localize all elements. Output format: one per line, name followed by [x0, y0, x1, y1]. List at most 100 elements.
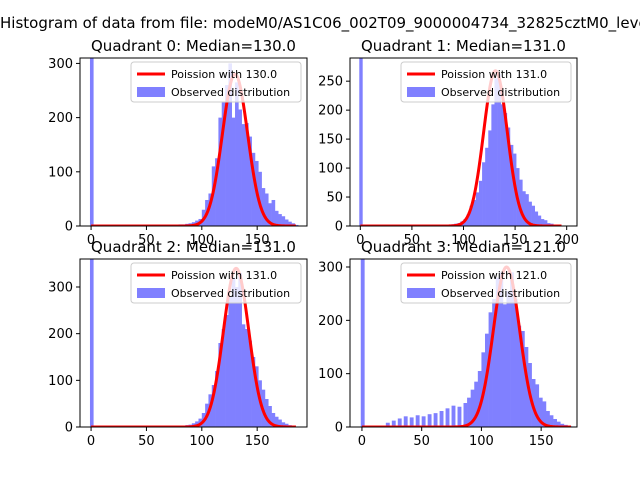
histogram-bar — [482, 162, 486, 226]
histogram-bar — [268, 203, 272, 226]
y-tick-label: 0 — [65, 421, 73, 436]
histogram-bar — [538, 397, 543, 427]
histogram-bar — [359, 58, 363, 226]
poisson-curve — [361, 265, 572, 427]
histogram-bar — [553, 419, 557, 427]
x-tick-label: 0 — [87, 434, 95, 449]
quadrant-1-plot-area — [359, 58, 563, 226]
y-tick-label: 0 — [335, 421, 343, 436]
histogram-bar — [531, 205, 535, 226]
histogram-bar — [495, 277, 500, 427]
histogram-bar — [488, 130, 492, 226]
histogram-bar — [397, 418, 402, 427]
histogram-bar — [215, 371, 219, 427]
legend-line-label: Poission with 131.0 — [171, 269, 277, 282]
histogram-bar — [534, 211, 539, 226]
histogram-bar — [421, 416, 426, 427]
x-tick-label: 100 — [189, 233, 214, 248]
histogram-bar — [522, 191, 526, 226]
histogram-bar — [556, 421, 561, 427]
histogram-bar — [264, 399, 269, 427]
histogram-bar — [238, 109, 242, 226]
quadrant-0-title: Quadrant 0: Median=130.0 — [91, 37, 296, 55]
x-tick-label: 100 — [189, 434, 214, 449]
histogram-bar — [228, 63, 233, 226]
histogram-bar — [211, 385, 216, 427]
legend-bar-label: Observed distribution — [171, 287, 290, 300]
y-tick-label: 200 — [318, 314, 343, 329]
histogram-bar — [89, 259, 94, 427]
x-tick-label: 150 — [245, 434, 270, 449]
y-tick-label: 100 — [318, 162, 343, 177]
histogram-bar — [537, 215, 542, 226]
y-tick-label: 150 — [318, 133, 343, 148]
histogram-bar — [542, 401, 547, 427]
histogram-bar — [278, 419, 282, 427]
x-tick-label: 0 — [356, 233, 364, 248]
histogram-bar — [528, 201, 532, 226]
x-tick-label: 0 — [87, 233, 95, 248]
histogram-bar — [281, 422, 286, 427]
histogram-bar — [251, 152, 256, 226]
histogram-bar — [360, 259, 365, 427]
legend: Poission with 121.0 Observed distribution — [400, 262, 572, 304]
histogram-bar — [503, 113, 508, 226]
histogram-bar — [271, 413, 276, 427]
histogram-bar — [463, 219, 467, 226]
histogram-bar — [502, 304, 507, 427]
histogram-bar — [208, 193, 213, 226]
histogram-bar — [231, 117, 236, 226]
poisson-curve — [90, 72, 297, 226]
quadrant-0-panel: Quadrant 0: Median=130.0 0 50 100 150 0 100 200… — [48, 37, 308, 248]
histogram-bar — [261, 188, 266, 226]
histogram-bar — [244, 123, 249, 226]
histogram-bar — [549, 415, 554, 427]
histogram-bar — [488, 312, 493, 427]
poisson-curve — [359, 69, 563, 226]
histogram-bar — [264, 193, 269, 226]
quadrant-0-plot-area — [89, 58, 299, 226]
legend: Poission with 131.0 Observed distribution — [400, 61, 572, 103]
histogram-bar — [391, 420, 396, 427]
histogram-bar — [248, 136, 252, 226]
x-tick-label: 0 — [358, 434, 366, 449]
quadrant-2-title: Quadrant 2: Median=131.0 — [91, 238, 296, 256]
histogram-bar — [288, 221, 292, 226]
histogram-bar — [294, 224, 299, 226]
y-tick-label: 300 — [48, 57, 73, 72]
legend: Poission with 131.0 Observed distribution — [130, 262, 302, 304]
histogram-bar — [415, 415, 420, 427]
histogram-bar — [467, 397, 471, 427]
histogram-bar — [278, 214, 282, 226]
histogram-bar — [281, 216, 286, 226]
y-tick-label: 300 — [48, 281, 73, 296]
histogram-bar — [517, 325, 522, 427]
histogram-bar — [543, 220, 548, 226]
histogram-bar — [519, 179, 523, 226]
x-tick-label: 100 — [451, 233, 476, 248]
histogram-bar — [499, 272, 504, 427]
legend-line-label: Poission with 131.0 — [441, 68, 547, 81]
quadrant-3-title: Quadrant 3: Median=121.0 — [361, 238, 566, 256]
x-tick-label: 150 — [503, 233, 528, 248]
legend-box — [400, 61, 572, 103]
histogram-bar — [385, 422, 390, 427]
histogram-bar — [89, 58, 94, 226]
legend-bar-swatch — [137, 87, 165, 97]
histogram-bar — [284, 219, 289, 226]
histogram-bar — [477, 371, 482, 427]
quadrant-1-title: Quadrant 1: Median=131.0 — [361, 37, 566, 55]
histogram-bar — [509, 144, 514, 226]
histogram-bar — [466, 214, 470, 226]
histogram-bar — [520, 331, 525, 427]
histogram-bar — [439, 411, 444, 427]
y-tick-label: 0 — [335, 220, 343, 235]
legend-box — [400, 262, 572, 304]
histogram-bar — [231, 277, 236, 427]
quadrant-3-panel: Quadrant 3: Median=121.0 0 50 100 150 0 100 200… — [318, 238, 578, 449]
histogram-bar — [251, 357, 256, 427]
histogram-bar — [469, 205, 474, 226]
histogram-bar — [474, 381, 479, 427]
histogram-bar — [491, 104, 495, 226]
